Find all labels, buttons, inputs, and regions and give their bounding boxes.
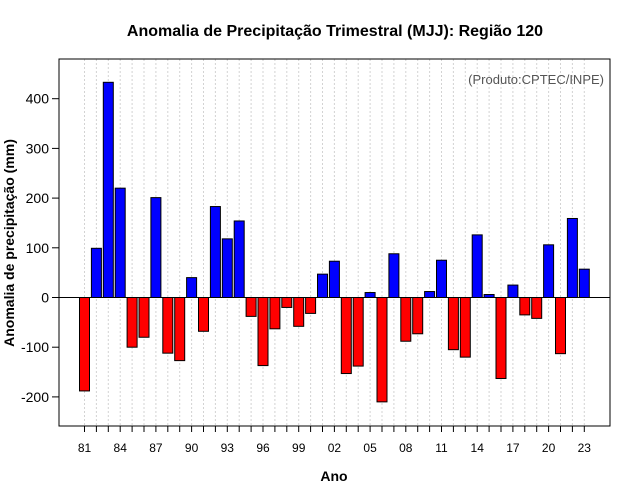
bar-1991 bbox=[198, 297, 209, 332]
bar-2011 bbox=[436, 259, 447, 299]
bar-2020 bbox=[543, 244, 555, 298]
bar-1998 bbox=[281, 297, 293, 308]
bar-2010 bbox=[424, 291, 436, 299]
credit-annotation: (Produto:CPTEC/INPE) bbox=[468, 72, 604, 87]
bar-2022 bbox=[566, 217, 578, 299]
bar-2013 bbox=[459, 297, 471, 358]
bar-2002 bbox=[328, 260, 340, 298]
bar-1993 bbox=[221, 238, 233, 299]
bar-1988 bbox=[162, 297, 174, 354]
x-tick-label: 87 bbox=[149, 441, 163, 455]
y-tick-label: 200 bbox=[26, 190, 50, 206]
bar-1996 bbox=[257, 297, 269, 367]
bar-2001 bbox=[317, 273, 328, 298]
y-tick-label: -200 bbox=[21, 389, 49, 405]
bar-2023 bbox=[578, 268, 590, 298]
x-tick-label: 14 bbox=[471, 441, 485, 455]
bar-2006 bbox=[376, 297, 388, 403]
bars bbox=[79, 81, 590, 403]
bar-2003 bbox=[340, 297, 352, 375]
bar-1994 bbox=[233, 220, 245, 299]
bar-2021 bbox=[555, 297, 566, 355]
bar-2007 bbox=[388, 253, 400, 299]
bar-2004 bbox=[352, 297, 364, 367]
x-axis-label: Ano bbox=[320, 468, 347, 484]
bar-2012 bbox=[447, 297, 459, 351]
bar-2019 bbox=[531, 297, 543, 319]
bar-2014 bbox=[471, 234, 483, 299]
x-axis: 81 84 87 90 93 96 99 02 05 08 11 14 17 20 23 bbox=[78, 426, 591, 455]
x-tick-label: 08 bbox=[399, 441, 413, 455]
y-tick-label: 100 bbox=[26, 240, 50, 256]
x-tick-label: 90 bbox=[185, 441, 199, 455]
plot-frame bbox=[58, 58, 611, 427]
bar-2005 bbox=[364, 292, 376, 298]
bar-1987 bbox=[150, 197, 162, 298]
grid-lines bbox=[84, 59, 585, 426]
bar-2017 bbox=[507, 284, 519, 299]
x-tick-label: 20 bbox=[542, 441, 556, 455]
x-tick-label: 02 bbox=[328, 441, 342, 455]
bar-2016 bbox=[495, 297, 507, 380]
bar-1981 bbox=[79, 297, 90, 392]
y-axis-label: Anomalia de precipitação (mm) bbox=[1, 139, 17, 347]
bar-2000 bbox=[305, 297, 317, 314]
x-tick-label: 23 bbox=[578, 441, 592, 455]
bar-1985 bbox=[126, 297, 138, 348]
bar-1982 bbox=[90, 247, 102, 298]
y-tick-label: -100 bbox=[21, 339, 49, 355]
bar-1984 bbox=[114, 187, 126, 298]
x-tick-label: 84 bbox=[114, 441, 128, 455]
y-tick-label: 300 bbox=[26, 140, 50, 156]
bar-1986 bbox=[138, 297, 150, 338]
x-tick-label: 17 bbox=[506, 441, 520, 455]
bar-1989 bbox=[174, 297, 186, 362]
y-tick-label: 400 bbox=[26, 91, 50, 107]
x-tick-label: 96 bbox=[256, 441, 270, 455]
x-tick-label: 05 bbox=[363, 441, 377, 455]
bar-2009 bbox=[412, 297, 424, 335]
x-tick-label: 99 bbox=[292, 441, 306, 455]
bar-2018 bbox=[519, 297, 531, 316]
bar-1983 bbox=[102, 81, 114, 299]
y-axis: -200 -100 0 100 200 300 400 bbox=[21, 91, 59, 405]
y-tick-label: 0 bbox=[41, 290, 49, 306]
bar-1992 bbox=[209, 206, 221, 298]
bar-1990 bbox=[186, 277, 198, 298]
bar-1999 bbox=[293, 297, 305, 327]
x-tick-label: 11 bbox=[435, 441, 448, 455]
x-tick-label: 93 bbox=[221, 441, 235, 455]
chart-title: Anomalia de Precipitação Trimestral (MJJ… bbox=[127, 23, 543, 40]
bar-1995 bbox=[245, 297, 257, 317]
bar-2008 bbox=[400, 297, 412, 342]
bar-1997 bbox=[269, 297, 281, 330]
x-tick-label: 81 bbox=[78, 441, 92, 455]
